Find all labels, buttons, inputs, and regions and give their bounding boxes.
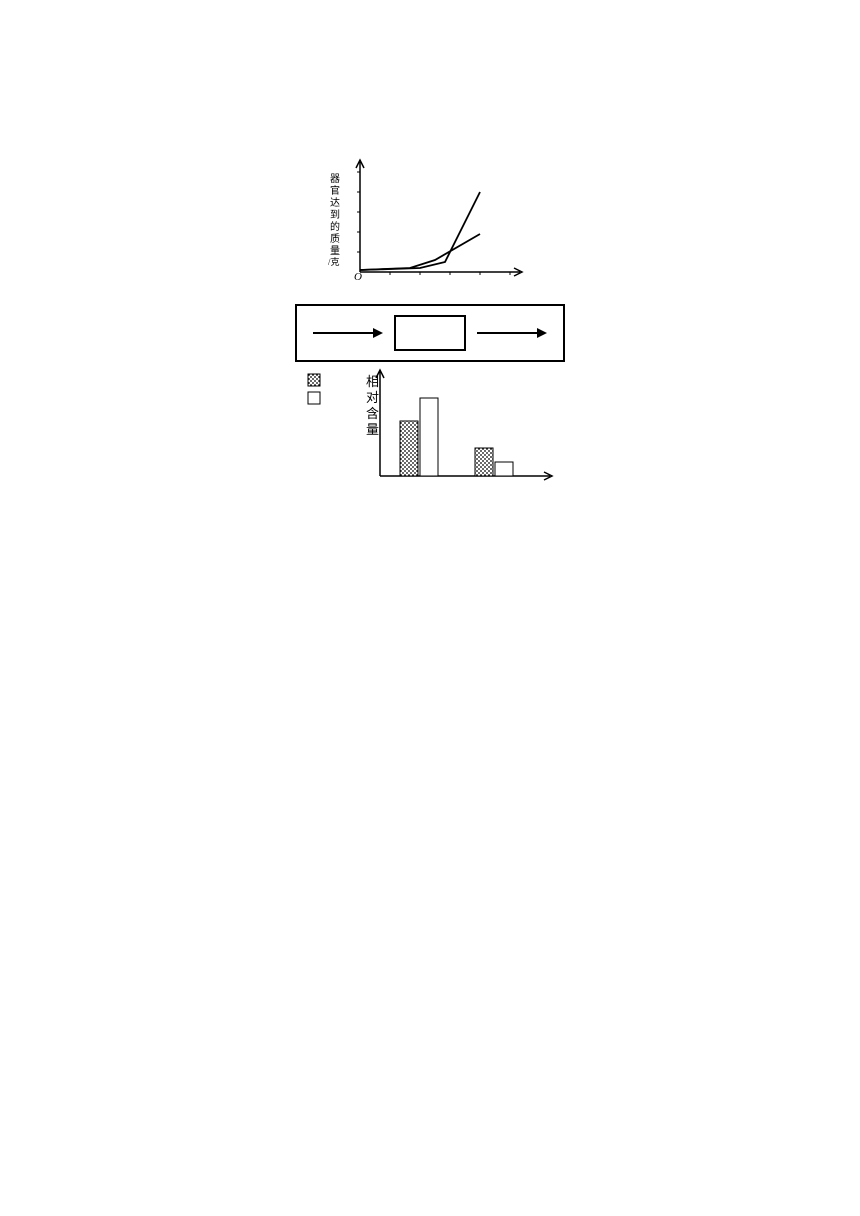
svg-text:对: 对 [366,390,379,405]
svg-text:器: 器 [330,173,340,185]
q12-chart-wrap: 相 对 含 量 [100,366,760,496]
svg-text:量: 量 [366,422,379,437]
question-12 [100,500,760,548]
svg-text:量: 量 [330,245,340,257]
svg-text:官: 官 [330,184,340,197]
q11-diagram [295,304,565,362]
q12-chart: 相 对 含 量 [300,366,560,496]
q9-chart: O 器 官 达 到 的 质 量 /克 [320,152,540,292]
svg-text:含: 含 [366,406,379,421]
question-8 [100,100,760,148]
svg-text:/克: /克 [328,257,340,267]
question-8-options-2 [100,124,760,148]
svg-text:达: 达 [330,197,340,209]
question-11: 相 对 含 量 [100,304,760,496]
svg-text:O: O [354,271,362,283]
svg-text:到: 到 [330,209,340,221]
q12-options-row1 [100,500,760,524]
q12-options-row2 [100,524,760,548]
question-9: O 器 官 达 到 的 质 量 /克 [100,152,760,300]
q11-diagram-wrap [100,304,760,362]
q9-chart-wrap: O 器 官 达 到 的 质 量 /克 [100,152,760,300]
svg-text:的: 的 [330,220,340,233]
svg-text:相: 相 [366,374,379,389]
question-8-options [100,100,760,124]
svg-text:质: 质 [330,233,340,245]
